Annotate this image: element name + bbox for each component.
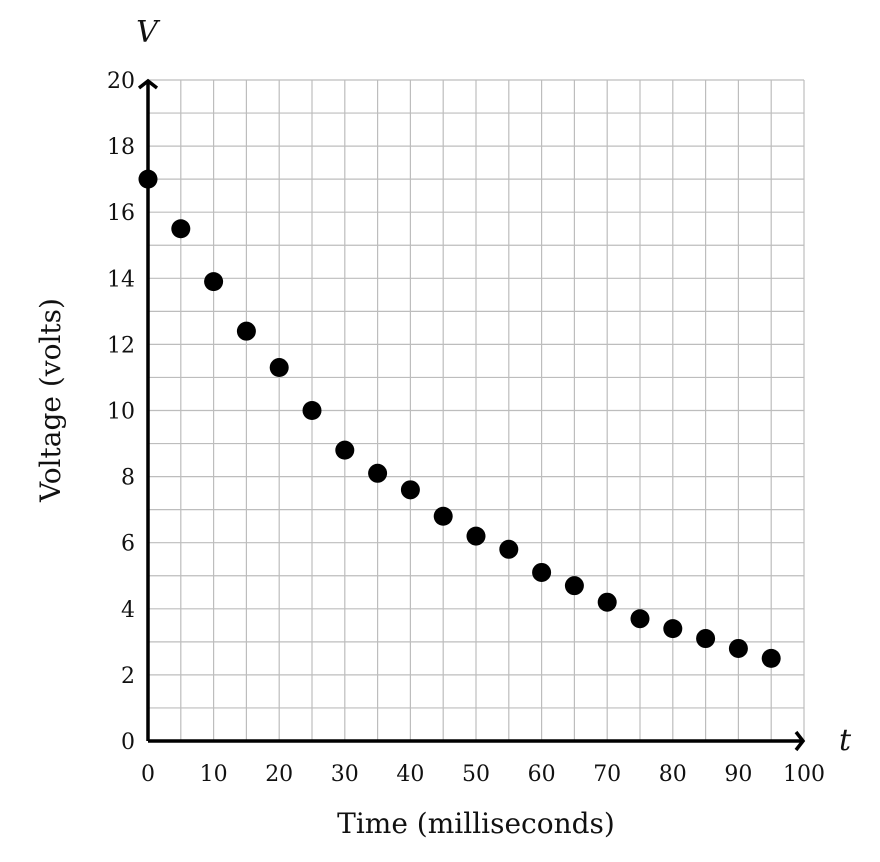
axes <box>137 78 806 752</box>
y-tick-label: 6 <box>121 532 135 557</box>
data-point <box>466 526 486 546</box>
y-axis-title: Voltage (volts) <box>34 298 67 503</box>
data-point <box>204 272 224 292</box>
data-point <box>335 440 355 460</box>
y-tick-labels: 0 2 4 6 8 10 12 14 16 18 20 <box>107 69 135 755</box>
data-point <box>696 629 716 649</box>
x-tick-label: 50 <box>462 762 490 787</box>
data-point <box>138 169 158 189</box>
data-point <box>564 576 584 596</box>
data-point <box>269 358 289 378</box>
data-point <box>532 562 552 582</box>
x-tick-label: 60 <box>528 762 556 787</box>
x-tick-label: 70 <box>593 762 621 787</box>
grid <box>147 79 805 742</box>
data-point <box>171 219 191 239</box>
x-tick-label: 20 <box>265 762 293 787</box>
x-axis-variable: t <box>839 723 852 758</box>
x-axis-title: Time (milliseconds) <box>337 807 615 840</box>
x-tick-label: 90 <box>724 762 752 787</box>
y-axis-arrow-icon <box>137 78 159 90</box>
x-axis-arrow-icon <box>794 730 806 752</box>
data-points <box>138 169 781 668</box>
y-tick-label: 4 <box>121 598 135 623</box>
y-tick-label: 0 <box>121 730 135 755</box>
data-point <box>630 609 650 629</box>
y-tick-label: 18 <box>107 135 135 160</box>
data-point <box>433 506 453 526</box>
y-tick-label: 8 <box>121 466 135 491</box>
data-point <box>761 648 781 668</box>
data-point <box>597 592 617 612</box>
data-point <box>400 480 420 500</box>
x-tick-label: 0 <box>141 762 155 787</box>
data-point <box>302 401 322 420</box>
y-tick-label: 2 <box>121 664 135 689</box>
data-point <box>499 539 519 559</box>
y-tick-label: 14 <box>107 267 135 292</box>
x-tick-label: 30 <box>331 762 359 787</box>
y-tick-label: 12 <box>107 333 135 358</box>
x-tick-label: 100 <box>783 762 825 787</box>
y-tick-label: 20 <box>107 69 135 94</box>
x-tick-label: 40 <box>396 762 424 787</box>
x-tick-label: 10 <box>200 762 228 787</box>
y-tick-label: 10 <box>107 400 135 425</box>
data-point <box>728 638 748 658</box>
data-point <box>236 321 256 341</box>
x-tick-label: 80 <box>659 762 687 787</box>
y-axis-variable: V <box>136 15 161 50</box>
data-point <box>368 463 388 483</box>
data-point <box>663 619 683 639</box>
x-tick-labels: 0 10 20 30 40 50 60 70 80 90 100 <box>141 762 825 787</box>
y-tick-label: 16 <box>107 201 135 226</box>
